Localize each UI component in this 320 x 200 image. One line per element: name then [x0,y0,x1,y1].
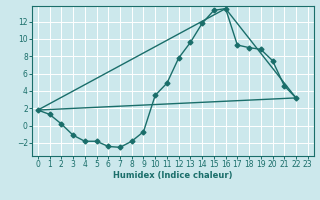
X-axis label: Humidex (Indice chaleur): Humidex (Indice chaleur) [113,171,233,180]
